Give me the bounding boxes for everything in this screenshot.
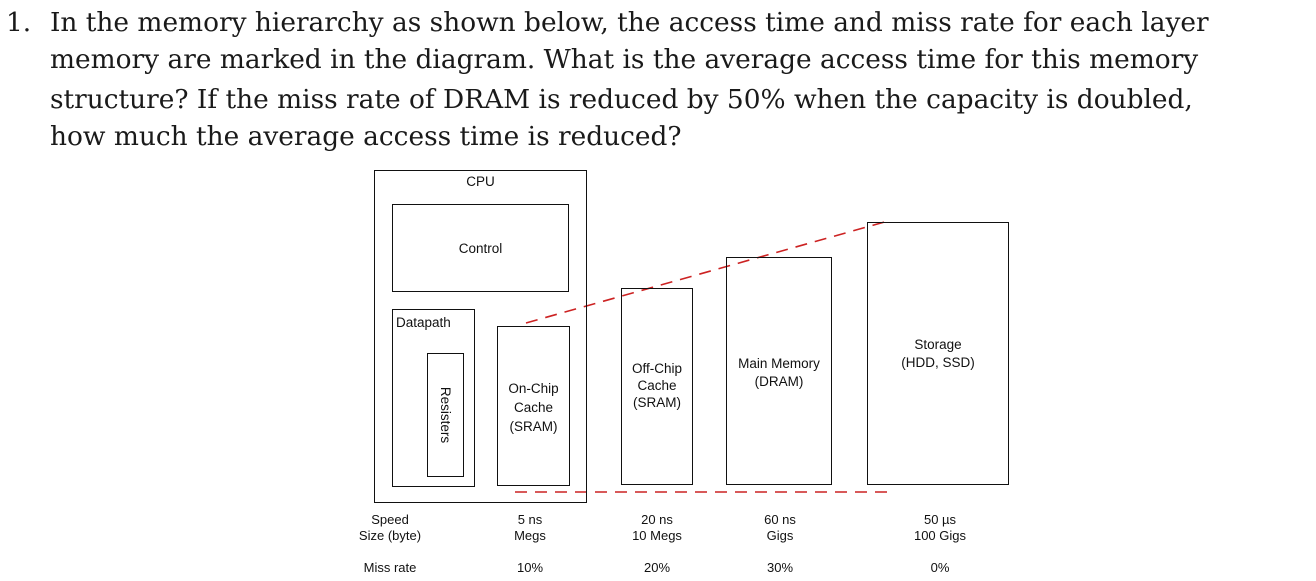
main-memory-box: [726, 257, 832, 485]
storage-speed: 50 µs: [923, 512, 957, 527]
off-chip-cache-label-line-3: (SRAM): [633, 395, 681, 410]
storage-box: [867, 222, 1009, 485]
question-line-3: structure? If the miss rate of DRAM is r…: [50, 84, 1193, 115]
question-line-1: In the memory hierarchy as shown below, …: [50, 7, 1209, 38]
question-number: 1.: [6, 7, 32, 38]
on-chip-cache-label-line-2: Cache: [513, 400, 554, 415]
off-chip-miss-rate: 20%: [643, 560, 671, 575]
miss-rate-row-label: Miss rate: [363, 560, 417, 575]
control-box: [392, 204, 569, 292]
main-memory-size: Gigs: [766, 528, 794, 543]
on-chip-size: Megs: [514, 528, 546, 543]
registers-box: [427, 353, 464, 477]
storage-label-line-2: (HDD, SSD): [901, 355, 975, 370]
on-chip-miss-rate: 10%: [516, 560, 544, 575]
question-line-4: how much the average access time is redu…: [50, 121, 682, 152]
storage-miss-rate: 0%: [930, 560, 950, 575]
off-chip-cache-label-line-1: Off-Chip: [631, 361, 683, 376]
off-chip-cache-label: Off-Chip Cache (SRAM): [621, 360, 693, 411]
datapath-label: Datapath: [396, 315, 451, 330]
main-memory-speed: 60 ns: [764, 512, 796, 527]
registers-label: Resisters: [438, 386, 453, 444]
main-memory-label-line-1: Main Memory: [738, 356, 820, 371]
main-memory-miss-rate: 30%: [766, 560, 794, 575]
main-memory-label: Main Memory (DRAM): [726, 355, 832, 391]
on-chip-speed: 5 ns: [517, 512, 543, 527]
control-label: Control: [458, 241, 503, 256]
off-chip-speed: 20 ns: [641, 512, 673, 527]
main-memory-label-line-2: (DRAM): [754, 374, 804, 389]
on-chip-cache-box: [497, 326, 570, 486]
question-line-2: memory are marked in the diagram. What i…: [50, 44, 1199, 75]
cpu-box: [374, 170, 587, 503]
storage-label-line-1: Storage: [914, 337, 962, 352]
off-chip-cache-label-line-2: Cache: [637, 378, 677, 393]
on-chip-cache-label: On-Chip Cache (SRAM): [497, 379, 570, 436]
on-chip-cache-label-line-1: On-Chip: [508, 381, 559, 396]
storage-label: Storage (HDD, SSD): [867, 336, 1009, 372]
on-chip-cache-label-line-3: (SRAM): [509, 419, 558, 434]
datapath-box: [392, 309, 475, 487]
size-row-label: Size (byte): [358, 528, 422, 543]
cpu-label: CPU: [466, 174, 495, 189]
speed-row-label: Speed: [371, 512, 409, 527]
off-chip-cache-box: [621, 288, 693, 485]
storage-size: 100 Gigs: [913, 528, 967, 543]
off-chip-size: 10 Megs: [632, 528, 682, 543]
